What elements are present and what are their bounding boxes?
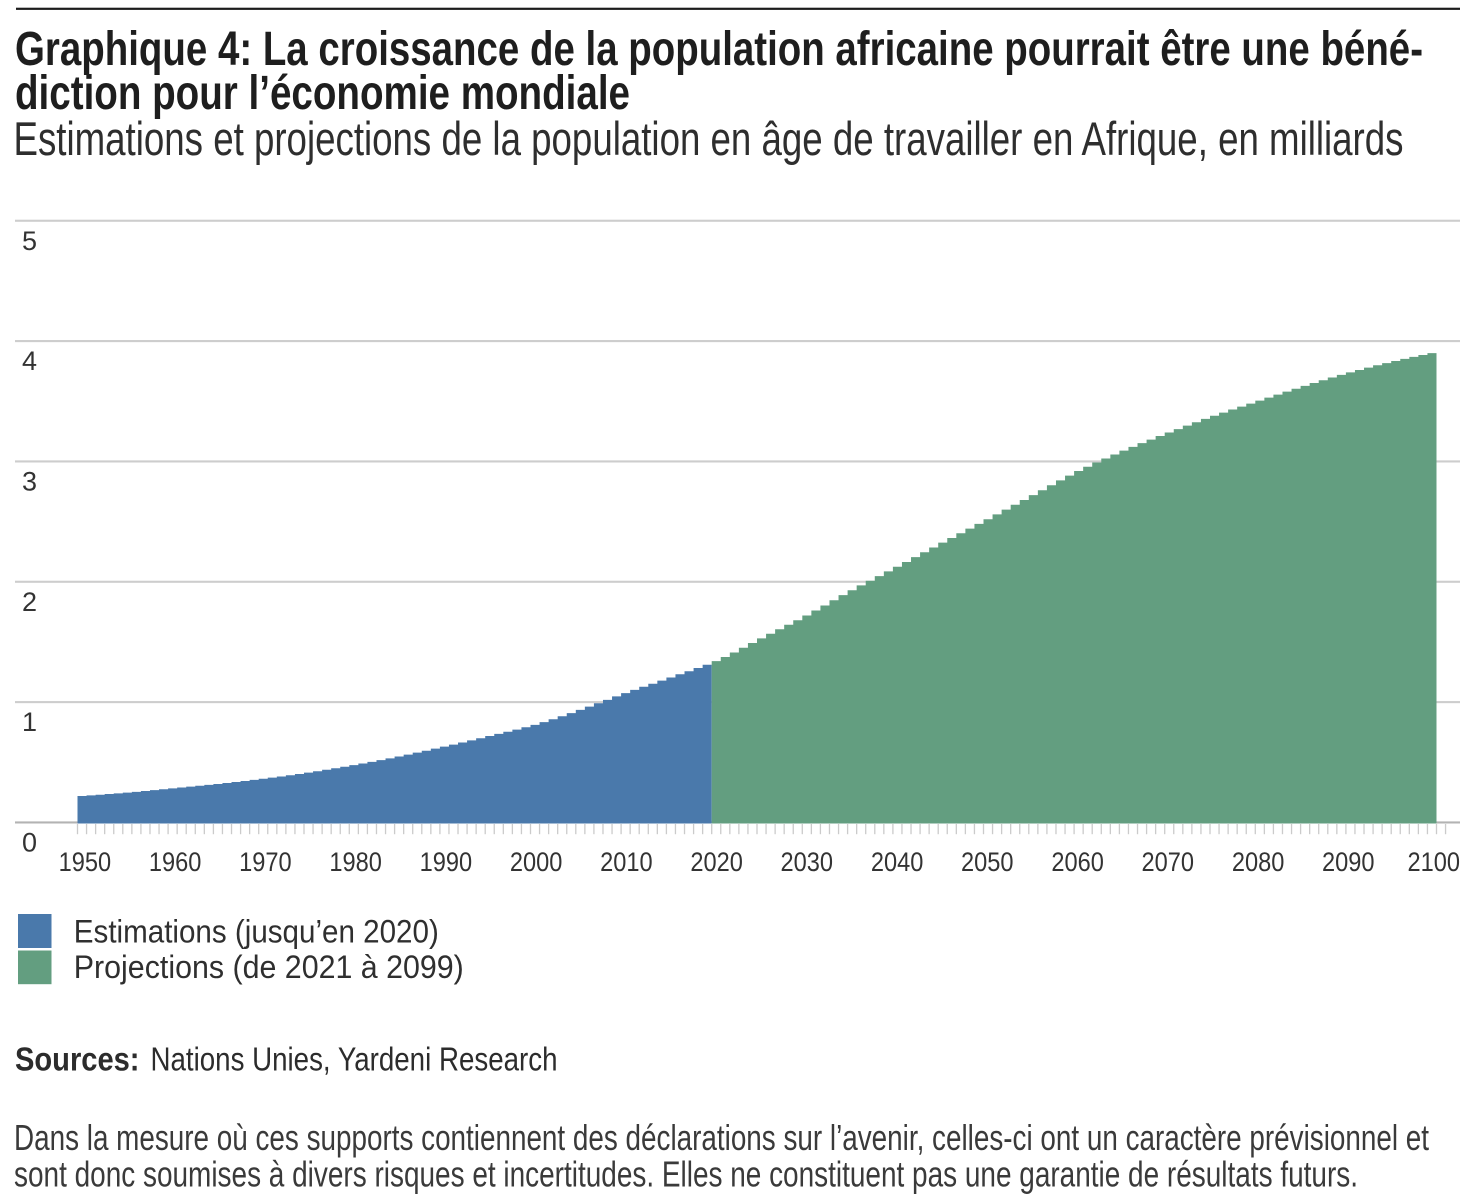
- svg-text:2060: 2060: [1051, 847, 1104, 877]
- svg-text:5: 5: [22, 226, 37, 256]
- svg-text:Dans la mesure où ces supports: Dans la mesure où ces supports contienne…: [14, 1117, 1429, 1158]
- svg-text:0: 0: [22, 828, 37, 858]
- svg-text:1990: 1990: [420, 847, 473, 877]
- svg-text:Estimations (jusqu’en 2020): Estimations (jusqu’en 2020): [74, 913, 439, 949]
- svg-text:2100: 2100: [1408, 847, 1461, 877]
- svg-text:2: 2: [22, 587, 37, 617]
- svg-text:sont donc soumises à divers ri: sont donc soumises à divers risques et i…: [14, 1154, 1358, 1195]
- svg-text:3: 3: [22, 466, 37, 496]
- svg-text:diction pour l’économie mondia: diction pour l’économie mondiale: [15, 67, 630, 120]
- svg-text:4: 4: [22, 346, 37, 376]
- svg-text:Projections (de 2021 à 2099): Projections (de 2021 à 2099): [74, 949, 464, 985]
- svg-text:2040: 2040: [871, 847, 924, 877]
- svg-text:Nations Unies, Yardeni Researc: Nations Unies, Yardeni Research: [151, 1041, 558, 1078]
- svg-text:2000: 2000: [510, 847, 563, 877]
- svg-text:1950: 1950: [59, 847, 112, 877]
- svg-text:2090: 2090: [1322, 847, 1375, 877]
- svg-text:1980: 1980: [329, 847, 382, 877]
- svg-text:1: 1: [22, 707, 37, 737]
- svg-text:Graphique 4: La croissance de: Graphique 4: La croissance de la populat…: [15, 23, 1423, 76]
- svg-text:Estimations et projections de: Estimations et projections de la populat…: [14, 112, 1404, 165]
- svg-text:2010: 2010: [600, 847, 653, 877]
- svg-text:Sources:: Sources:: [15, 1041, 140, 1078]
- svg-text:2030: 2030: [781, 847, 834, 877]
- svg-text:2080: 2080: [1232, 847, 1285, 877]
- svg-text:2070: 2070: [1142, 847, 1195, 877]
- svg-text:1970: 1970: [239, 847, 292, 877]
- svg-text:2020: 2020: [690, 847, 743, 877]
- svg-text:2050: 2050: [961, 847, 1014, 877]
- svg-text:1960: 1960: [149, 847, 202, 877]
